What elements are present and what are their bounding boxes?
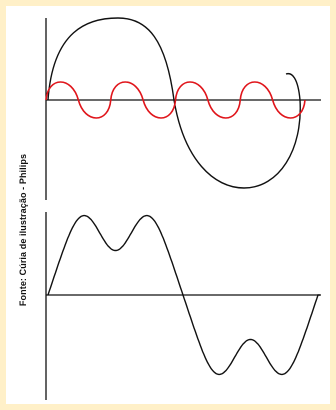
fundamental-wave [48, 18, 300, 188]
